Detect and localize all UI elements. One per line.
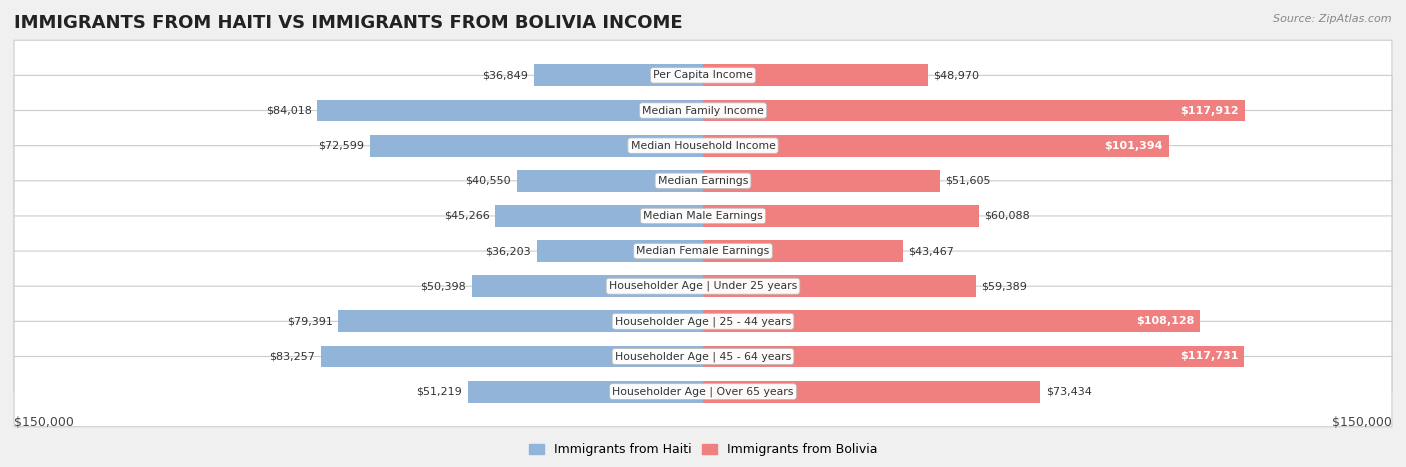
Legend: Immigrants from Haiti, Immigrants from Bolivia: Immigrants from Haiti, Immigrants from B… xyxy=(524,439,882,461)
Text: Median Male Earnings: Median Male Earnings xyxy=(643,211,763,221)
Bar xyxy=(703,135,1168,156)
Bar xyxy=(468,381,703,403)
Text: Householder Age | 45 - 64 years: Householder Age | 45 - 64 years xyxy=(614,351,792,362)
Bar xyxy=(318,99,703,121)
Text: $45,266: $45,266 xyxy=(444,211,489,221)
Bar xyxy=(517,170,703,191)
Bar xyxy=(703,170,941,191)
Text: $40,550: $40,550 xyxy=(465,176,512,186)
Bar xyxy=(534,64,703,86)
Text: $150,000: $150,000 xyxy=(14,416,75,429)
Text: $50,398: $50,398 xyxy=(420,281,465,291)
Bar xyxy=(703,311,1199,332)
Text: Source: ZipAtlas.com: Source: ZipAtlas.com xyxy=(1274,14,1392,24)
Text: $72,599: $72,599 xyxy=(318,141,364,151)
Text: $108,128: $108,128 xyxy=(1136,316,1194,326)
Text: IMMIGRANTS FROM HAITI VS IMMIGRANTS FROM BOLIVIA INCOME: IMMIGRANTS FROM HAITI VS IMMIGRANTS FROM… xyxy=(14,14,683,32)
Text: $60,088: $60,088 xyxy=(984,211,1031,221)
Text: $43,467: $43,467 xyxy=(908,246,955,256)
Bar xyxy=(339,311,703,332)
Text: Householder Age | Under 25 years: Householder Age | Under 25 years xyxy=(609,281,797,291)
Text: Median Family Income: Median Family Income xyxy=(643,106,763,115)
Text: $83,257: $83,257 xyxy=(269,352,315,361)
Bar xyxy=(321,346,703,368)
Text: Median Household Income: Median Household Income xyxy=(630,141,776,151)
FancyBboxPatch shape xyxy=(14,216,1392,286)
Text: Median Earnings: Median Earnings xyxy=(658,176,748,186)
FancyBboxPatch shape xyxy=(14,356,1392,427)
Text: $51,605: $51,605 xyxy=(945,176,991,186)
Bar xyxy=(703,381,1040,403)
Text: Householder Age | 25 - 44 years: Householder Age | 25 - 44 years xyxy=(614,316,792,326)
Text: $73,434: $73,434 xyxy=(1046,387,1091,396)
Text: $36,203: $36,203 xyxy=(485,246,531,256)
Text: $101,394: $101,394 xyxy=(1105,141,1163,151)
Bar xyxy=(370,135,703,156)
Text: $117,912: $117,912 xyxy=(1181,106,1239,115)
Text: $51,219: $51,219 xyxy=(416,387,463,396)
Text: $117,731: $117,731 xyxy=(1180,352,1239,361)
Text: $79,391: $79,391 xyxy=(287,316,333,326)
Bar xyxy=(703,64,928,86)
FancyBboxPatch shape xyxy=(14,321,1392,392)
Bar xyxy=(703,205,979,227)
Bar xyxy=(703,240,903,262)
FancyBboxPatch shape xyxy=(14,40,1392,111)
FancyBboxPatch shape xyxy=(14,75,1392,146)
Bar xyxy=(471,276,703,297)
Bar xyxy=(703,276,976,297)
Bar xyxy=(703,346,1244,368)
Text: Householder Age | Over 65 years: Householder Age | Over 65 years xyxy=(612,386,794,397)
FancyBboxPatch shape xyxy=(14,111,1392,181)
FancyBboxPatch shape xyxy=(14,181,1392,251)
Text: Median Female Earnings: Median Female Earnings xyxy=(637,246,769,256)
FancyBboxPatch shape xyxy=(14,251,1392,321)
FancyBboxPatch shape xyxy=(14,146,1392,216)
Text: $36,849: $36,849 xyxy=(482,71,529,80)
Bar xyxy=(537,240,703,262)
Text: Per Capita Income: Per Capita Income xyxy=(652,71,754,80)
Bar xyxy=(703,99,1244,121)
Bar xyxy=(495,205,703,227)
Text: $48,970: $48,970 xyxy=(934,71,980,80)
Text: $84,018: $84,018 xyxy=(266,106,312,115)
Text: $150,000: $150,000 xyxy=(1331,416,1392,429)
Text: $59,389: $59,389 xyxy=(981,281,1028,291)
FancyBboxPatch shape xyxy=(14,286,1392,356)
